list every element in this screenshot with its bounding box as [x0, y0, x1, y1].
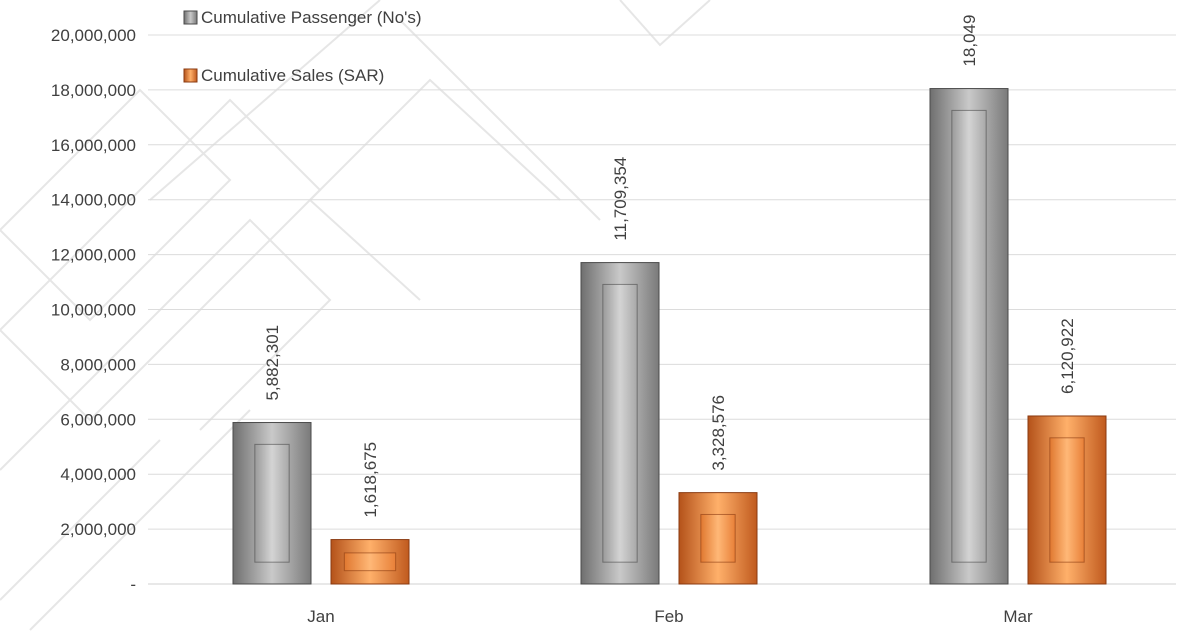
legend-swatch — [183, 68, 198, 83]
legend-swatch — [183, 10, 198, 25]
data-label: 5,882,301 — [263, 325, 282, 401]
y-tick-label: 14,000,000 — [51, 191, 136, 210]
bar-passenger — [580, 262, 660, 585]
background-watermark — [0, 0, 711, 631]
data-label: 18,049 — [960, 15, 979, 67]
y-tick-label: 12,000,000 — [51, 246, 136, 265]
x-category-label: Feb — [654, 607, 683, 626]
data-label: 3,328,576 — [709, 395, 728, 471]
y-tick-label: 18,000,000 — [51, 81, 136, 100]
data-label: 11,709,354 — [611, 157, 630, 241]
y-tick-label: - — [130, 575, 136, 594]
bar-sales — [1027, 415, 1107, 585]
y-tick-label: 8,000,000 — [60, 355, 136, 374]
legend-label: Cumulative Sales (SAR) — [201, 66, 384, 85]
x-axis: Jan Feb Mar — [307, 607, 1033, 626]
data-labels: 5,882,301 1,618,675 11,709,354 3,328,576 18,… — [263, 15, 1077, 518]
bar-sales — [330, 539, 410, 585]
x-category-label: Mar — [1003, 607, 1033, 626]
y-tick-label: 4,000,000 — [60, 465, 136, 484]
y-tick-label: 10,000,000 — [51, 301, 136, 320]
legend-item: Cumulative Passenger (No's) — [183, 8, 422, 27]
bar-passenger — [929, 88, 1009, 585]
bars — [232, 88, 1107, 585]
x-category-label: Jan — [307, 607, 334, 626]
data-label: 1,618,675 — [361, 442, 380, 518]
legend: Cumulative Passenger (No's) Cumulative Sa… — [183, 8, 422, 85]
y-tick-label: 20,000,000 — [51, 26, 136, 45]
y-axis: - 2,000,000 4,000,000 6,000,000 8,000,000 10,… — [51, 26, 136, 594]
legend-label: Cumulative Passenger (No's) — [201, 8, 422, 27]
y-tick-label: 2,000,000 — [60, 520, 136, 539]
bar-sales — [678, 492, 758, 585]
data-label: 6,120,922 — [1058, 318, 1077, 394]
y-tick-label: 6,000,000 — [60, 410, 136, 429]
y-tick-label: 16,000,000 — [51, 136, 136, 155]
legend-item: Cumulative Sales (SAR) — [183, 66, 384, 85]
bar-passenger — [232, 422, 312, 585]
